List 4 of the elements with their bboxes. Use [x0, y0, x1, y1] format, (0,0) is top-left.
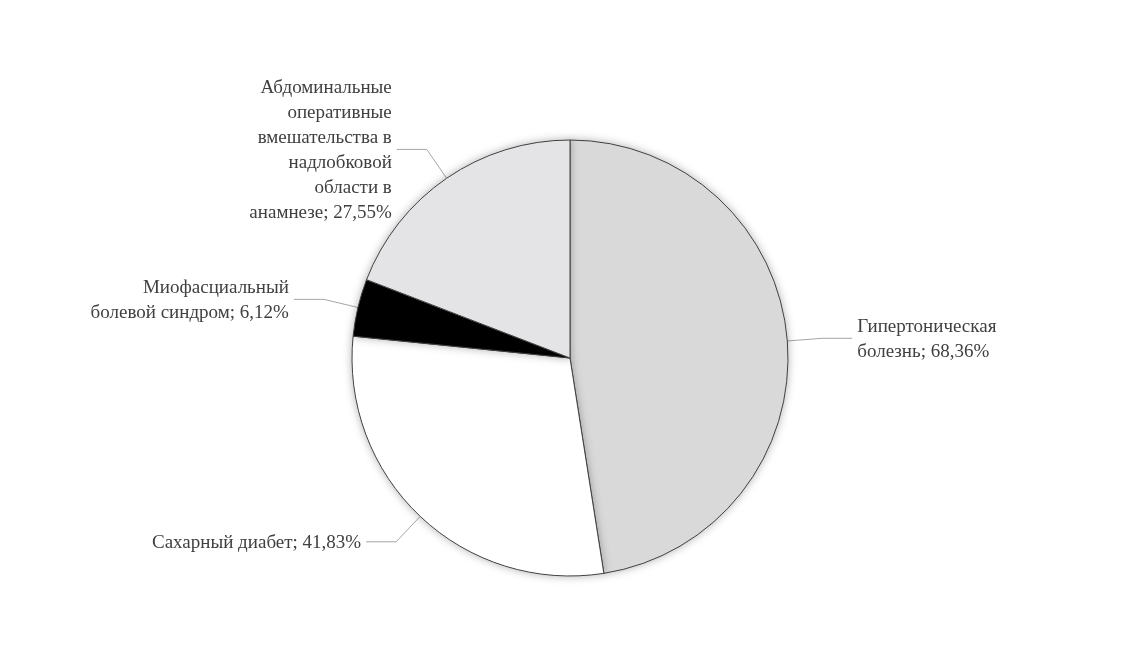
slice-label: Абдоминальные оперативные вмешательства в надлобковой области в анамнезе; 27,55% [249, 76, 392, 223]
slice-label: Гипертоническая болезнь; 68,36% [857, 315, 997, 362]
slice-label: Миофасциальный болевой синдром; 6,12% [90, 276, 290, 323]
slice-label: Сахарный диабет; 41,83% [151, 531, 362, 553]
